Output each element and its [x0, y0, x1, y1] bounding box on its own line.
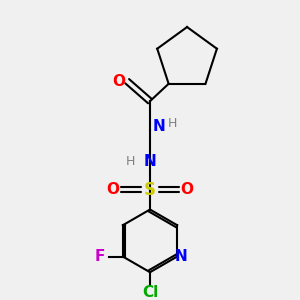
- Text: F: F: [95, 249, 105, 264]
- Text: N: N: [175, 249, 188, 264]
- Text: H: H: [168, 118, 178, 130]
- Text: O: O: [181, 182, 194, 197]
- Text: H: H: [125, 154, 135, 167]
- Text: S: S: [144, 181, 156, 199]
- Text: O: O: [106, 182, 119, 197]
- Text: Cl: Cl: [142, 285, 158, 300]
- Text: N: N: [144, 154, 156, 169]
- Text: O: O: [112, 74, 125, 89]
- Text: N: N: [152, 119, 165, 134]
